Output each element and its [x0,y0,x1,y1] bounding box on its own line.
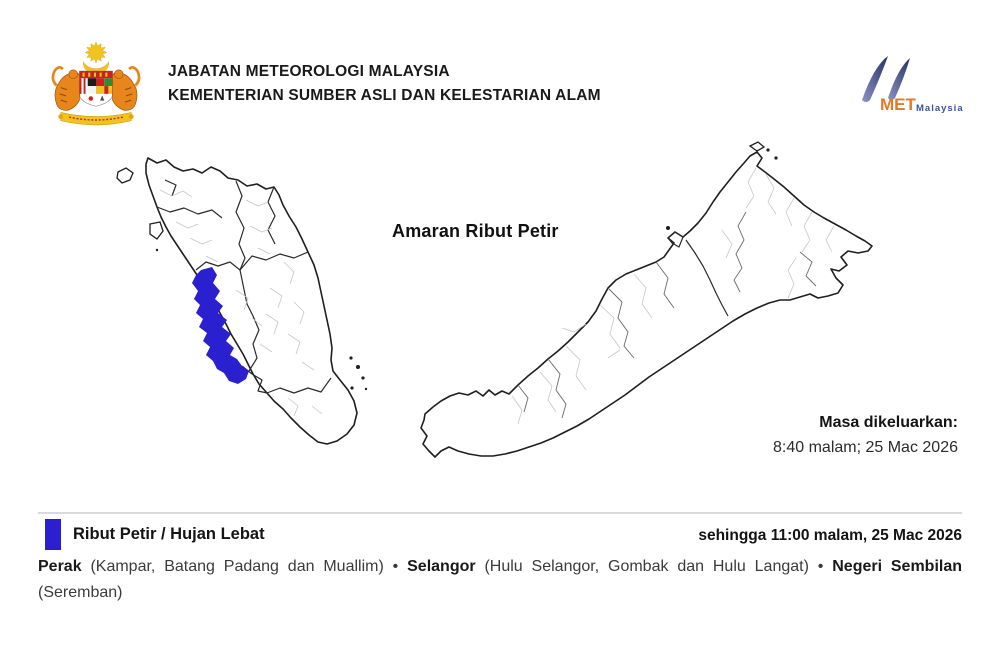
legend-valid-until: sehingga 11:00 malam, 25 Mac 2026 [698,527,962,544]
legend-swatch [45,519,61,550]
bullet-separator: • [392,558,408,575]
area-state-selangor: Selangor [407,558,476,575]
malaysia-coat-of-arms-icon [51,41,141,126]
legend-label: Ribut Petir / Hujan Lebat [73,525,265,543]
warning-title: Amaran Ribut Petir [392,221,559,241]
warning-highlight-region [192,267,249,384]
area-state-negeri-sembilan: Negeri Sembilan [832,558,963,575]
agency-title: JABATAN METEOROLOGI MALAYSIA KEMENTERIAN… [168,60,601,108]
agency-line2: KEMENTERIAN SUMBER ASLI DAN KELESTARIAN … [168,87,601,104]
issued-time: 8:40 malam; 25 Mac 2026 [773,439,958,456]
bullet-separator: • [817,558,833,575]
met-malaysia-logo-icon: MET Malaysia [862,56,964,114]
area-districts-perak: (Kampar, Batang Padang dan Muallim) [81,558,393,575]
issued-label: Masa dikeluarkan: [819,414,958,431]
area-districts-selangor: (Hulu Selangor, Gombak dan Hulu Langat) [475,558,818,575]
agency-line1: JABATAN METEOROLOGI MALAYSIA [168,63,450,80]
affected-areas: Perak (Kampar, Batang Padang dan Muallim… [38,554,962,606]
area-state-perak: Perak [38,558,82,575]
issuance-time-block: Masa dikeluarkan: 8:40 malam; 25 Mac 202… [773,410,958,460]
met-logo-text: MET [880,95,917,114]
area-districts-negeri-sembilan: (Seremban) [38,584,123,601]
legend-divider [38,512,962,514]
east-malaysia-outline [420,151,873,458]
met-logo-subtext: Malaysia [916,103,964,114]
peninsular-malaysia-outline [145,157,358,445]
